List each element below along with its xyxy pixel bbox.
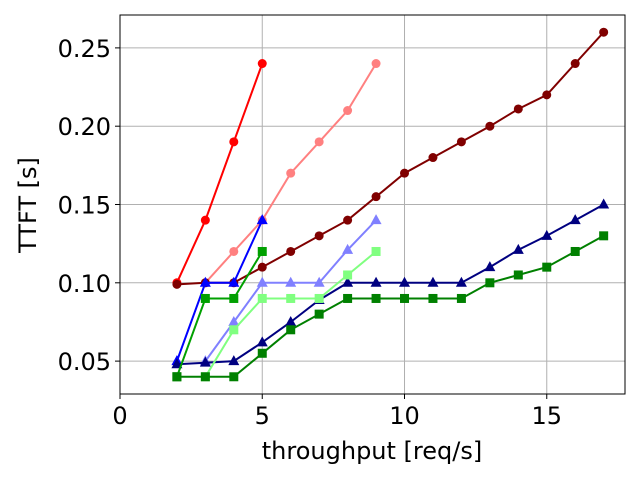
- square-marker: [229, 325, 239, 335]
- triangle-marker: [598, 198, 610, 209]
- circle-marker: [371, 192, 381, 202]
- triangle-marker: [228, 355, 240, 366]
- triangle-marker: [199, 276, 211, 287]
- circle-marker: [257, 59, 267, 69]
- triangle-marker: [171, 358, 183, 369]
- series-line: [204, 250, 377, 378]
- circle-marker: [542, 90, 552, 100]
- series-line: [175, 63, 264, 284]
- square-marker: [428, 293, 438, 303]
- x-tick-label: 15: [531, 402, 562, 430]
- square-marker: [314, 309, 324, 319]
- circle-marker: [314, 137, 324, 147]
- triangle-marker: [484, 261, 496, 272]
- circle-marker: [229, 137, 239, 147]
- circle-marker: [343, 215, 353, 225]
- circle-marker: [286, 246, 296, 256]
- circle-marker: [599, 27, 609, 37]
- square-marker: [257, 293, 267, 303]
- triangle-marker: [427, 276, 439, 287]
- square-marker: [400, 293, 410, 303]
- triangle-marker: [256, 336, 268, 347]
- triangle-marker: [228, 315, 240, 326]
- triangle-marker: [199, 356, 211, 367]
- triangle-marker: [313, 276, 325, 287]
- square-marker: [599, 231, 609, 241]
- circle-marker: [570, 59, 580, 69]
- series-line: [175, 219, 264, 362]
- series-line: [175, 250, 264, 378]
- square-marker: [229, 293, 239, 303]
- square-marker: [257, 348, 267, 358]
- triangle-marker: [256, 276, 268, 287]
- triangle-marker: [342, 243, 354, 254]
- square-marker: [570, 246, 580, 256]
- circle-marker: [485, 121, 495, 131]
- circle-marker: [200, 215, 210, 225]
- y-axis-label: TTFT [s]: [14, 157, 42, 254]
- circle-marker: [428, 153, 438, 163]
- x-tick-label: 0: [112, 402, 127, 430]
- square-marker: [542, 262, 552, 272]
- x-axis-label: throughput [req/s]: [262, 437, 482, 465]
- circle-marker: [314, 231, 324, 241]
- square-marker: [229, 372, 239, 382]
- square-marker: [286, 293, 296, 303]
- triangle-marker: [228, 276, 240, 287]
- triangle-marker: [541, 229, 553, 240]
- y-tick-label: 0.10: [58, 270, 111, 298]
- y-tick-label: 0.15: [58, 192, 111, 220]
- circle-marker: [172, 279, 182, 289]
- square-marker: [257, 246, 267, 256]
- triangle-marker: [285, 276, 297, 287]
- grid-lines: [119, 15, 625, 394]
- series-line: [176, 203, 605, 366]
- square-marker: [172, 372, 182, 382]
- y-axis-ticks: 0.05 0.10 0.15 0.20 0.25: [58, 35, 120, 376]
- triangle-marker: [285, 315, 297, 326]
- circle-marker: [229, 246, 239, 256]
- triangle-marker: [342, 276, 354, 287]
- triangle-marker: [256, 214, 268, 225]
- square-marker: [513, 270, 523, 280]
- series-line: [176, 234, 605, 378]
- square-marker: [371, 246, 381, 256]
- triangle-marker: [399, 276, 411, 287]
- circle-marker: [286, 168, 296, 178]
- y-tick-label: 0.25: [58, 35, 111, 63]
- x-tick-label: 10: [389, 402, 420, 430]
- series-red-circle: [172, 59, 267, 288]
- data-series: [171, 27, 610, 382]
- series-darkgreen-square: [172, 231, 609, 382]
- square-marker: [286, 325, 296, 335]
- circle-marker: [513, 104, 523, 114]
- square-marker: [371, 293, 381, 303]
- series-line: [204, 219, 377, 362]
- circle-marker: [371, 59, 381, 69]
- y-tick-label: 0.20: [58, 113, 111, 141]
- square-marker: [200, 372, 210, 382]
- circle-marker: [456, 137, 466, 147]
- series-line: [176, 31, 605, 286]
- x-tick-label: 5: [255, 402, 270, 430]
- square-marker: [314, 293, 324, 303]
- triangle-marker: [569, 214, 581, 225]
- circle-marker: [257, 262, 267, 272]
- square-marker: [485, 278, 495, 288]
- square-marker: [456, 293, 466, 303]
- triangle-marker: [512, 243, 524, 254]
- triangle-marker: [370, 276, 382, 287]
- circle-marker: [400, 168, 410, 178]
- square-marker: [343, 293, 353, 303]
- square-marker: [343, 270, 353, 280]
- y-tick-label: 0.05: [58, 348, 111, 376]
- triangle-marker: [455, 276, 467, 287]
- square-marker: [200, 293, 210, 303]
- triangle-marker: [370, 214, 382, 225]
- circle-marker: [343, 106, 353, 116]
- x-axis-ticks: 0 5 10 15: [112, 394, 562, 430]
